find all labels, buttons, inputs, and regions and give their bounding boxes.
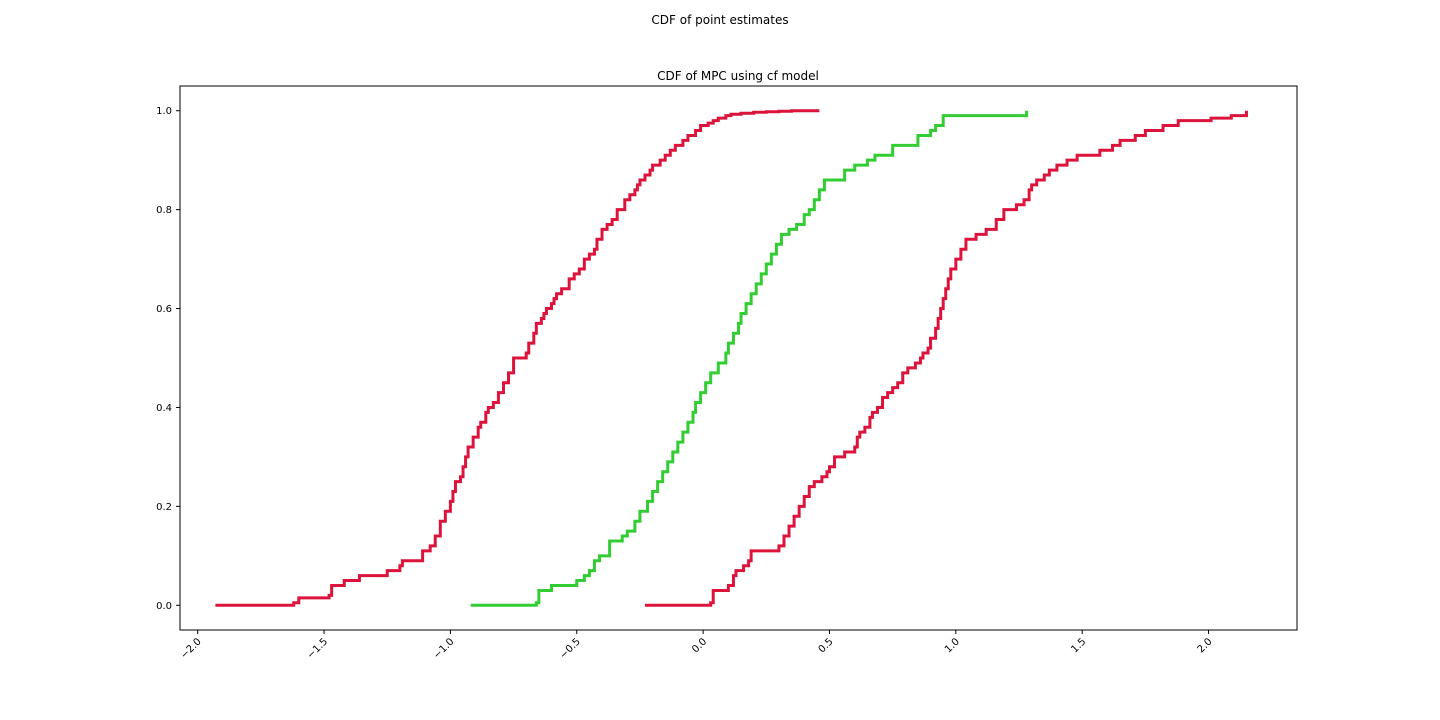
y-tick-label: 0.2 [156, 502, 172, 513]
y-tick-label: 0.0 [156, 601, 172, 612]
y-tick-label: 0.6 [156, 304, 172, 315]
x-tick-label: 2.0 [1196, 636, 1215, 655]
y-tick-label: 0.8 [156, 205, 172, 216]
cdf-series-line-1 [215, 109, 820, 607]
y-tick-label: 0.4 [156, 403, 172, 414]
cdf-series-line-3 [645, 110, 1248, 607]
x-axis: −2.0 −1.5 −1.0 −0.5 0.0 0.5 1.0 1.5 2.0 [179, 630, 1215, 661]
x-tick-label: 0.5 [817, 636, 836, 655]
axes-frame [179, 85, 1298, 631]
x-tick-label: −1.0 [432, 636, 457, 661]
y-tick-label: 1.0 [156, 106, 172, 117]
figure-suptitle: CDF of point estimates [651, 13, 788, 27]
x-tick-label: 1.0 [943, 636, 962, 655]
y-axis: 0.0 0.2 0.4 0.6 0.8 1.0 [156, 106, 180, 612]
x-tick-label: −1.5 [305, 636, 330, 661]
cdf-series-line-2 [470, 110, 1029, 607]
x-tick-label: −0.5 [558, 636, 583, 661]
x-tick-label: 1.5 [1069, 636, 1088, 655]
series-layer [215, 109, 1248, 607]
chart-title: CDF of MPC using cf model [657, 69, 819, 83]
x-tick-label: 0.0 [690, 636, 709, 655]
x-tick-label: −2.0 [179, 636, 204, 661]
